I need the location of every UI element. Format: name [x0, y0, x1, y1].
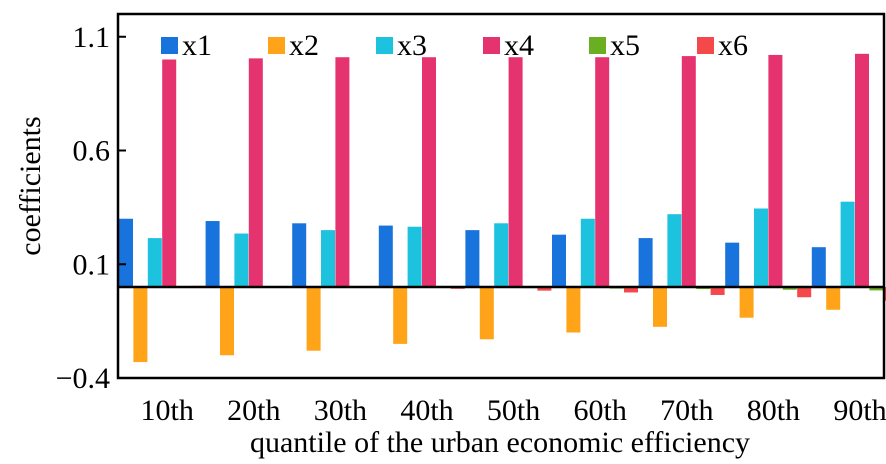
y-tick-label: 1.1 — [73, 21, 111, 54]
plot-frame — [116, 12, 886, 380]
bar-x4-80th — [768, 54, 783, 288]
bar-x3-50th — [494, 223, 509, 287]
legend-label-x1: x1 — [182, 29, 212, 62]
legend-swatch-x4 — [483, 37, 500, 54]
bar-x2-60th — [566, 287, 581, 333]
x-tick-label: 50th — [487, 394, 540, 427]
bar-x2-50th — [479, 287, 494, 340]
legend-label-x6: x6 — [718, 29, 748, 62]
bar-x3-30th — [321, 230, 335, 288]
bar-x6-50th — [537, 287, 552, 291]
bar-x3-10th — [147, 238, 162, 287]
legend-swatch-x6 — [697, 37, 714, 54]
y-axis: −0.4 0.1 0.6 1.1 — [56, 21, 126, 395]
bar-x6-70th — [710, 287, 725, 295]
bar-x3-20th — [234, 233, 249, 287]
bar-x3-40th — [407, 226, 422, 287]
bar-x4-10th — [162, 59, 177, 287]
bar-x1-10th — [119, 218, 133, 287]
bar-x6-80th — [797, 287, 812, 298]
bar-x1-30th — [292, 223, 307, 287]
y-axis-label: coefficients — [14, 116, 47, 255]
legend-label-x2: x2 — [289, 29, 319, 62]
legend-swatch-x2 — [268, 37, 285, 54]
bar-x1-60th — [552, 234, 566, 287]
bar-x4-60th — [595, 57, 610, 287]
y-tick-label: −0.4 — [56, 362, 110, 395]
legend-swatch-x5 — [589, 37, 606, 54]
bar-x4-50th — [508, 57, 523, 287]
y-tick-label: 0.1 — [73, 248, 111, 281]
bar-x2-20th — [220, 287, 234, 356]
bar-x2-10th — [133, 287, 148, 363]
x-tick-label: 90th — [833, 394, 886, 427]
bars-layer — [119, 53, 886, 363]
bar-x1-70th — [638, 238, 653, 287]
x-axis: 10th 20th 30th 40th 50th 60th 70th 80th 90th — [141, 394, 886, 427]
bar-x4-70th — [681, 56, 696, 288]
bar-x2-40th — [393, 287, 408, 344]
bar-x1-90th — [811, 247, 826, 287]
bar-x2-70th — [653, 287, 667, 327]
bar-x5-90th — [869, 287, 884, 291]
bar-x2-80th — [739, 287, 754, 318]
bar-x4-30th — [335, 57, 350, 287]
legend: x1 x2 x3 x4 x5 x6 — [161, 29, 748, 62]
legend-swatch-x3 — [376, 37, 393, 54]
bar-x4-20th — [248, 58, 263, 287]
legend-label-x4: x4 — [504, 29, 534, 62]
x-tick-label: 30th — [314, 394, 367, 427]
x-tick-label: 40th — [400, 394, 453, 427]
bar-x3-80th — [754, 208, 768, 287]
x-tick-label: 70th — [660, 394, 713, 427]
bar-x1-80th — [725, 242, 740, 287]
x-axis-label: quantile of the urban economic efficienc… — [250, 426, 750, 459]
x-tick-label: 60th — [574, 394, 627, 427]
bar-x3-90th — [840, 201, 855, 287]
bar-x3-70th — [667, 214, 682, 287]
bar-x5-80th — [782, 287, 797, 290]
legend-label-x5: x5 — [610, 29, 640, 62]
x-tick-label: 80th — [747, 394, 800, 427]
legend-swatch-x1 — [161, 37, 178, 54]
bar-x1-20th — [205, 221, 220, 287]
bar-x1-40th — [378, 225, 393, 287]
y-tick-label: 0.6 — [73, 135, 111, 168]
legend-label-x3: x3 — [397, 29, 427, 62]
bar-x4-90th — [855, 53, 869, 288]
bar-x3-60th — [580, 218, 595, 287]
x-tick-label: 20th — [227, 394, 280, 427]
bar-x6-60th — [624, 287, 638, 293]
bar-x4-40th — [422, 57, 436, 287]
x-tick-label: 10th — [141, 394, 194, 427]
bar-x2-30th — [306, 287, 321, 351]
bar-x1-50th — [465, 230, 480, 288]
bar-x2-90th — [826, 287, 841, 310]
